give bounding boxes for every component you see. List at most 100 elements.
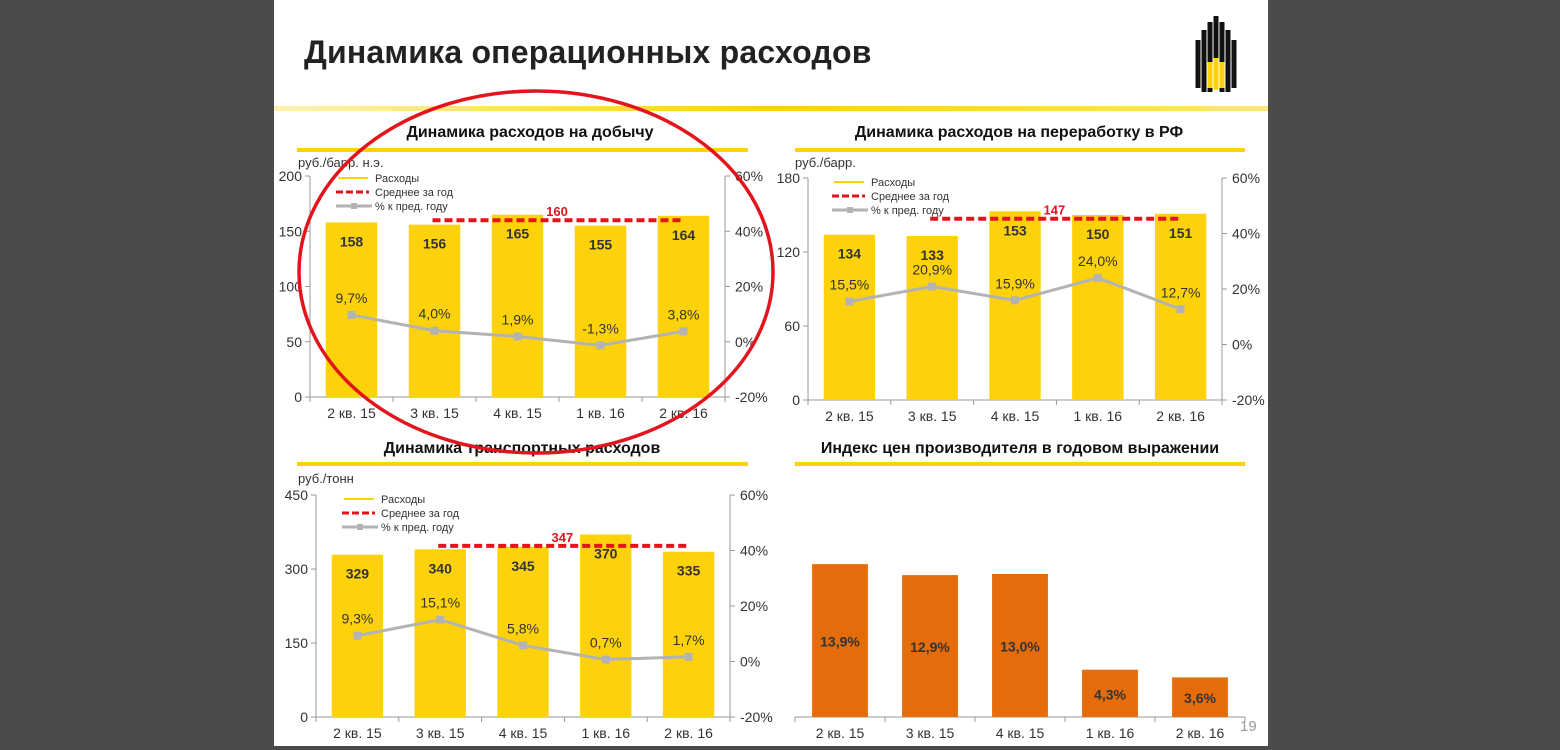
logo-flame bbox=[1213, 58, 1219, 90]
bar-value-label: 158 bbox=[340, 233, 364, 249]
legend-bars-label: Расходы bbox=[871, 177, 915, 189]
pct-marker bbox=[1093, 273, 1102, 282]
y-tick-label: 0 bbox=[294, 389, 302, 405]
y-tick-label: 120 bbox=[777, 244, 801, 260]
x-tick-label: 1 кв. 16 bbox=[1086, 725, 1135, 741]
y2-tick-label: 40% bbox=[735, 223, 763, 239]
bar-value-label: 150 bbox=[1086, 226, 1110, 242]
average-label: 347 bbox=[552, 530, 574, 545]
bar bbox=[574, 225, 627, 397]
bar-value-label: 165 bbox=[506, 226, 530, 242]
bar bbox=[823, 234, 876, 400]
bar bbox=[812, 564, 868, 717]
y2-tick-label: 20% bbox=[1232, 281, 1260, 297]
pct-marker bbox=[1011, 296, 1019, 305]
header-divider bbox=[274, 106, 1268, 111]
x-tick-label: 4 кв. 15 bbox=[499, 725, 548, 741]
legend-line-marker bbox=[357, 524, 363, 530]
bar bbox=[902, 575, 958, 717]
bar-value-label: 155 bbox=[589, 237, 613, 253]
pct-marker bbox=[928, 282, 937, 291]
bar-value-label: 12,9% bbox=[910, 639, 950, 655]
pct-marker bbox=[845, 297, 854, 306]
page-number: 19 bbox=[1240, 718, 1257, 735]
bar bbox=[992, 574, 1048, 717]
y-tick-label: 150 bbox=[285, 635, 309, 651]
pct-marker bbox=[684, 652, 693, 661]
pct-marker bbox=[596, 341, 605, 350]
x-tick-label: 4 кв. 15 bbox=[493, 405, 542, 421]
bar-value-label: 133 bbox=[921, 247, 945, 263]
x-tick-label: 1 кв. 16 bbox=[582, 725, 631, 741]
y-tick-label: 0 bbox=[792, 392, 800, 408]
x-tick-label: 4 кв. 15 bbox=[991, 408, 1040, 424]
x-tick-label: 2 кв. 15 bbox=[816, 725, 865, 741]
x-tick-label: 2 кв. 15 bbox=[327, 405, 376, 421]
x-tick-label: 2 кв. 16 bbox=[664, 725, 713, 741]
pct-marker bbox=[513, 332, 522, 341]
average-label: 147 bbox=[1044, 203, 1066, 218]
pct-label: 20,9% bbox=[912, 262, 952, 278]
x-tick-label: 4 кв. 15 bbox=[996, 725, 1045, 741]
legend-bars-label: Расходы bbox=[381, 494, 425, 506]
bar-value-label: 153 bbox=[1003, 222, 1027, 238]
pct-marker bbox=[1176, 305, 1185, 314]
y2-tick-label: 40% bbox=[1232, 226, 1260, 242]
y-tick-label: 0 bbox=[300, 709, 308, 725]
x-tick-label: 3 кв. 15 bbox=[410, 405, 459, 421]
pct-marker bbox=[430, 326, 439, 335]
logo-bar bbox=[1201, 30, 1207, 92]
legend-line-marker bbox=[847, 207, 853, 213]
chart-title-underline bbox=[297, 462, 748, 466]
y2-tick-label: 60% bbox=[1232, 170, 1260, 186]
bar-value-label: 13,9% bbox=[820, 634, 860, 650]
logo-flame bbox=[1219, 62, 1225, 88]
y-axis-unit: руб./барр. н.э. bbox=[298, 155, 384, 170]
bar bbox=[580, 534, 632, 717]
legend-line-marker bbox=[351, 203, 357, 209]
pct-label: -1,3% bbox=[582, 320, 619, 336]
y-tick-label: 50 bbox=[286, 334, 302, 350]
logo-bar bbox=[1219, 22, 1225, 92]
highlight-circle bbox=[297, 89, 775, 455]
legend-avg-label: Среднее за год bbox=[871, 191, 950, 203]
y2-tick-label: 0% bbox=[1232, 337, 1252, 353]
bar bbox=[1082, 669, 1138, 717]
bar bbox=[497, 546, 549, 717]
bar bbox=[1072, 215, 1124, 400]
x-tick-label: 2 кв. 16 bbox=[1156, 408, 1205, 424]
pct-label: 0,7% bbox=[590, 635, 622, 651]
logo-bar bbox=[1195, 40, 1201, 88]
logo-bar bbox=[1213, 16, 1219, 90]
y2-tick-label: -20% bbox=[740, 709, 773, 725]
pct-label: 15,5% bbox=[830, 276, 870, 292]
logo-bar bbox=[1225, 30, 1231, 92]
bar-value-label: 4,3% bbox=[1094, 686, 1126, 702]
pct-label: 24,0% bbox=[1078, 253, 1118, 269]
bar-value-label: 335 bbox=[677, 563, 701, 579]
legend-avg-label: Среднее за год bbox=[381, 508, 460, 520]
y2-tick-label: 20% bbox=[740, 598, 768, 614]
y-axis-unit: руб./барр. bbox=[795, 155, 856, 170]
bar-value-label: 13,0% bbox=[1000, 639, 1040, 655]
bar bbox=[657, 215, 710, 397]
y2-tick-label: -20% bbox=[735, 389, 768, 405]
y-tick-label: 60 bbox=[784, 318, 800, 334]
pct-marker bbox=[347, 310, 356, 319]
bar-value-label: 329 bbox=[346, 566, 370, 582]
logo-bar bbox=[1207, 22, 1213, 92]
pct-label: 12,7% bbox=[1161, 284, 1201, 300]
legend-line-label: % к пред. году bbox=[871, 205, 944, 217]
bar bbox=[414, 549, 466, 717]
bar-value-label: 134 bbox=[838, 246, 862, 262]
bar-value-label: 370 bbox=[594, 545, 618, 561]
y-tick-label: 150 bbox=[279, 223, 303, 239]
bar-value-label: 3,6% bbox=[1184, 690, 1216, 706]
bar bbox=[1172, 677, 1228, 717]
pct-label: 1,7% bbox=[673, 632, 705, 648]
y2-tick-label: 0% bbox=[740, 654, 760, 670]
pct-label: 9,7% bbox=[336, 290, 368, 306]
pct-label: 3,8% bbox=[668, 306, 700, 322]
x-tick-label: 1 кв. 16 bbox=[1074, 408, 1123, 424]
